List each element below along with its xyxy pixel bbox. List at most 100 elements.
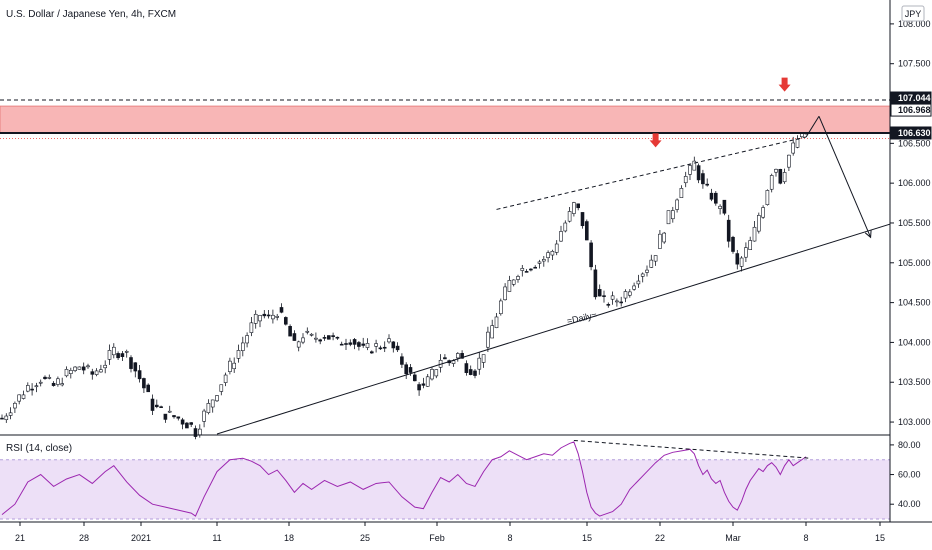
price-tick-label: 103.500: [898, 377, 931, 387]
candle-body: [606, 304, 611, 306]
drawings-layer: =Daily=: [0, 77, 932, 435]
candle-body: [335, 336, 340, 339]
candle-body: [640, 273, 645, 277]
candle-body: [744, 247, 748, 258]
time-tick-label: 2021: [131, 533, 151, 543]
candle-body: [782, 172, 787, 183]
candle-body: [369, 351, 374, 354]
candle-body: [361, 343, 366, 346]
candle-body: [481, 354, 486, 363]
price-tick-label: 105.000: [898, 258, 931, 268]
candle-body: [206, 403, 211, 414]
candle-body: [455, 353, 460, 359]
red-arrow-2: [778, 77, 791, 92]
price-tag-2: [890, 126, 932, 140]
candle-body: [193, 428, 198, 437]
candle-body: [8, 412, 13, 416]
currency-badge[interactable]: JPY: [901, 5, 925, 22]
candle-body: [464, 363, 469, 373]
candle-body: [537, 261, 542, 264]
candle-body: [434, 369, 439, 377]
candle-body: [0, 417, 4, 420]
candle-body: [73, 366, 77, 371]
rsi-band: [0, 459, 890, 520]
rsi-layer: [1, 439, 811, 517]
candle-body: [4, 415, 9, 421]
candle-body: [791, 142, 796, 154]
candle-body: [602, 295, 606, 297]
candle-body: [473, 370, 477, 376]
candle-body: [107, 350, 112, 360]
candle-body: [769, 175, 774, 190]
time-tick-label: Mar: [725, 533, 741, 543]
candle-body: [344, 343, 348, 345]
candle-body: [752, 226, 757, 242]
candle-body: [516, 276, 520, 280]
candle-body: [283, 317, 288, 325]
candle-body: [731, 236, 735, 252]
candle-body: [339, 343, 344, 346]
candle-body: [275, 315, 280, 318]
candle-body: [662, 232, 667, 243]
time-tick-label: 8: [803, 533, 808, 543]
candle-body: [696, 165, 701, 181]
candle-body: [645, 269, 649, 273]
candle-body: [404, 364, 409, 375]
price-tick-label: 106.500: [898, 138, 931, 148]
candle-body: [25, 385, 30, 392]
candle-body: [589, 242, 593, 268]
price-pane: [0, 0, 890, 434]
resistance-zone: [0, 105, 891, 134]
support-trendline: [216, 210, 932, 435]
candle-body: [64, 369, 69, 377]
candle-body: [580, 212, 585, 227]
candle-body: [709, 192, 714, 200]
time-tick-label: 8: [507, 533, 512, 543]
candle-body: [69, 370, 73, 374]
candle-body: [266, 314, 271, 317]
candle-body: [778, 168, 783, 184]
candle-body: [146, 384, 150, 393]
candle-body: [683, 176, 688, 184]
candle-body: [245, 335, 249, 344]
candle-body: [249, 322, 254, 333]
candle-body: [563, 222, 568, 232]
candle-body: [520, 268, 525, 271]
candle-body: [567, 211, 572, 222]
candle-body: [167, 410, 172, 413]
candle-body: [412, 374, 417, 382]
candle-body: [787, 154, 791, 168]
price-tick-label: 108.000: [898, 19, 931, 29]
time-tick-label: Feb: [429, 533, 445, 543]
candle-body: [103, 364, 107, 369]
candle-body: [43, 376, 47, 380]
candle-body: [318, 339, 323, 342]
candle-body: [124, 351, 129, 353]
candle-body: [279, 307, 284, 313]
time-tick-label: 11: [212, 533, 221, 543]
candle-body: [443, 357, 447, 360]
price-tag-label-0: 107.044: [898, 93, 931, 103]
candle-body: [47, 377, 52, 379]
red-arrow-1: [649, 133, 662, 148]
candle-body: [133, 362, 138, 372]
projection-line-2: [818, 116, 872, 238]
candle-body: [572, 202, 576, 214]
candle-body: [81, 366, 86, 371]
candle-body: [576, 203, 581, 209]
candle-body: [262, 313, 267, 317]
candle-body: [232, 362, 236, 370]
time-tick-label: 15: [582, 533, 592, 543]
price-tick-label: 105.500: [898, 218, 931, 228]
candle-body: [541, 259, 546, 262]
candle-body: [348, 342, 353, 345]
candle-body: [77, 366, 82, 370]
chart-title: U.S. Dollar / Japanese Yen, 4h, FXCM: [6, 9, 176, 20]
candle-body: [666, 210, 671, 225]
candle-body: [357, 342, 361, 347]
candle-body: [756, 215, 761, 232]
candle-body: [301, 337, 305, 343]
